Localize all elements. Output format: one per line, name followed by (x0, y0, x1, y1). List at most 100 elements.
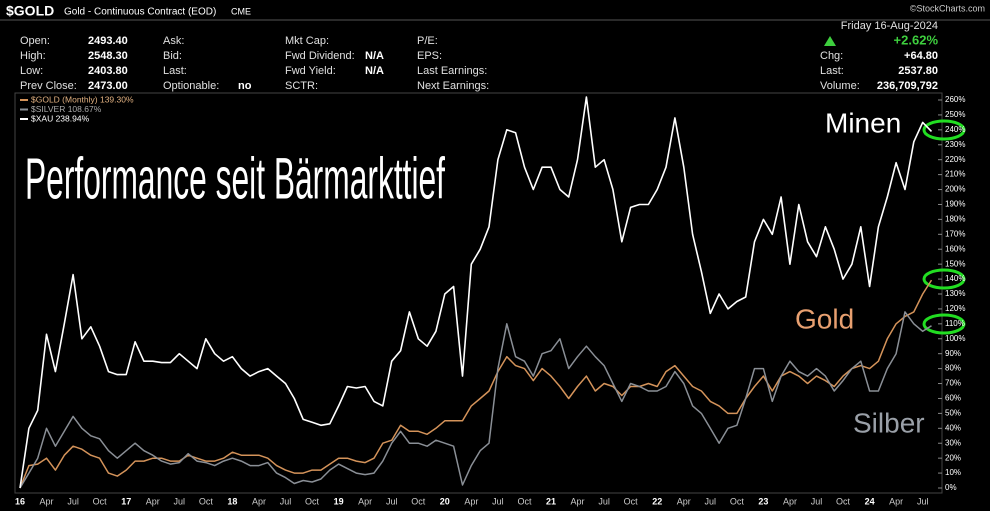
series-line (19, 311, 932, 489)
quote-label: P/E: (417, 35, 438, 47)
y-tick-label: 110% (945, 319, 965, 328)
x-tick-label: Jul (811, 496, 823, 506)
y-tick-label: 100% (945, 334, 965, 343)
quote-label: Bid: (163, 50, 182, 62)
quote-label: EPS: (417, 50, 442, 62)
quote-value: no (238, 80, 252, 92)
y-tick-label: 180% (945, 214, 965, 223)
quote-label: Open: (20, 35, 50, 47)
quote-value: 2548.30 (88, 50, 128, 62)
y-tick-label: 50% (945, 408, 961, 417)
y-tick-label: 130% (945, 289, 965, 298)
annotation: Minen (825, 107, 901, 138)
y-tick-label: 160% (945, 244, 965, 253)
y-tick-label: 60% (945, 394, 961, 403)
x-tick-label: Apr (677, 496, 691, 506)
y-tick-label: 230% (945, 140, 965, 149)
symbol: $GOLD (6, 3, 54, 19)
y-tick-label: 150% (945, 259, 965, 268)
y-tick-label: 260% (945, 95, 965, 104)
x-tick-label: Jul (492, 496, 504, 506)
x-tick-label: Jul (280, 496, 292, 506)
x-tick-label: Jul (386, 496, 398, 506)
quote-label: SCTR: (285, 80, 318, 92)
y-tick-label: 90% (945, 349, 961, 358)
x-tick-label: 20 (440, 496, 450, 506)
quote-value: 2403.80 (88, 65, 128, 77)
x-tick-label: Oct (305, 496, 320, 506)
highlight (922, 268, 966, 290)
x-tick-label: Apr (40, 496, 54, 506)
x-tick-label: Apr (146, 496, 160, 506)
quote-label: Optionable: (163, 80, 219, 92)
x-tick-label: 24 (865, 496, 875, 506)
x-tick-label: Apr (783, 496, 797, 506)
exchange: CME (231, 6, 251, 16)
y-tick-label: 120% (945, 304, 965, 313)
x-tick-label: 19 (334, 496, 344, 506)
quote-label: Last: (820, 65, 844, 77)
legend-label: $GOLD (Monthly) 139.30% (31, 94, 134, 104)
x-tick-label: Jul (67, 496, 79, 506)
description: Gold - Continuous Contract (EOD) (64, 7, 216, 18)
x-tick-label: 18 (227, 496, 237, 506)
legend-label: $XAU 238.94% (31, 113, 90, 123)
annotation: Gold (795, 303, 854, 334)
x-tick-label: 16 (15, 496, 25, 506)
y-tick-label: 250% (945, 110, 965, 119)
quote-label: Chg: (820, 50, 843, 62)
quote-label: Fwd Dividend: (285, 50, 355, 62)
quote-label: Fwd Yield: (285, 65, 336, 77)
x-tick-label: Jul (705, 496, 717, 506)
x-tick-label: Apr (889, 496, 903, 506)
quote-value: N/A (365, 65, 384, 77)
quote-label: Last Earnings: (417, 65, 487, 77)
legend-label: $SILVER 108.67% (31, 104, 102, 114)
annotation: Silber (853, 407, 925, 438)
x-tick-label: Jul (917, 496, 929, 506)
x-tick-label: Oct (624, 496, 639, 506)
quote-value: N/A (365, 50, 384, 62)
x-tick-label: Apr (358, 496, 372, 506)
y-tick-label: 40% (945, 423, 961, 432)
quote-value: +64.80 (904, 50, 938, 62)
highlight (922, 313, 966, 335)
quote-label: Mkt Cap: (285, 35, 329, 47)
x-tick-label: Apr (252, 496, 266, 506)
up-arrow (824, 36, 836, 46)
annotation: Performance seit Bärmarkttief (25, 146, 445, 211)
x-tick-label: Oct (411, 496, 426, 506)
quote-label: Last: (163, 65, 187, 77)
x-tick-label: Apr (571, 496, 585, 506)
series-line (19, 96, 933, 489)
x-tick-label: Oct (199, 496, 214, 506)
quote-value: 236,709,792 (877, 80, 938, 92)
quote-value: 2493.40 (88, 35, 128, 47)
x-tick-label: 21 (546, 496, 556, 506)
quote-label: Low: (20, 65, 43, 77)
quote-label: Volume: (820, 80, 860, 92)
y-tick-label: 220% (945, 155, 965, 164)
y-tick-label: 140% (945, 274, 965, 283)
x-tick-label: Oct (730, 496, 745, 506)
y-tick-label: 30% (945, 438, 961, 447)
y-tick-label: 190% (945, 200, 965, 209)
x-tick-label: Jul (598, 496, 610, 506)
y-tick-label: 0% (945, 483, 957, 492)
y-tick-label: 240% (945, 125, 965, 134)
change-pct: +2.62% (894, 32, 939, 47)
copyright: ©StockCharts.com (910, 3, 985, 13)
y-tick-label: 170% (945, 229, 965, 238)
quote-value: 2473.00 (88, 80, 128, 92)
plot-frame (14, 92, 943, 494)
x-tick-label: Jul (174, 496, 186, 506)
x-tick-label: 23 (758, 496, 768, 506)
quote-label: Next Earnings: (417, 80, 489, 92)
quote-label: Prev Close: (20, 80, 77, 92)
y-tick-label: 20% (945, 453, 961, 462)
y-tick-label: 70% (945, 379, 961, 388)
x-tick-label: Oct (517, 496, 532, 506)
quote-value: 2537.80 (898, 65, 938, 77)
